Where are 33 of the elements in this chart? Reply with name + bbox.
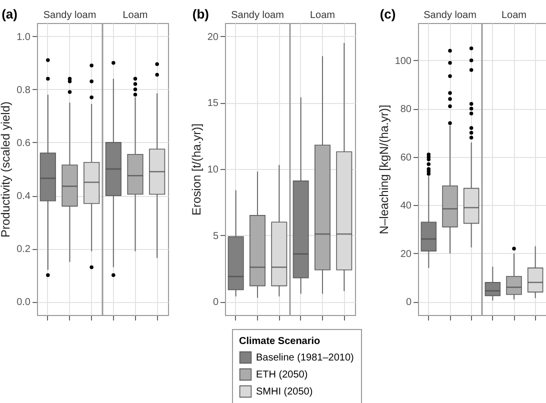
y-tick-label: 15 bbox=[207, 98, 219, 110]
y-tick-label: 0 bbox=[406, 297, 412, 308]
chart-title: (a) bbox=[2, 6, 18, 22]
legend-title: Climate Scenario bbox=[239, 336, 320, 347]
legend-label: Baseline (1981–2010) bbox=[256, 352, 354, 364]
text: Sandy loam bbox=[43, 10, 96, 21]
y-tick-label: 0.0 bbox=[16, 297, 31, 308]
text: Loam bbox=[122, 10, 148, 21]
y-axis-title: Erosion [t/(ha.yr)] bbox=[189, 123, 204, 216]
y-tick-label: 0.8 bbox=[16, 84, 31, 96]
y-tick-label: 40 bbox=[400, 200, 412, 212]
y-tick-label: 60 bbox=[400, 152, 412, 164]
y-axis-title: Productivity (scaled yield) bbox=[0, 101, 13, 238]
y-tick-label: 0 bbox=[212, 297, 219, 308]
y-tick-label: 100 bbox=[394, 56, 412, 67]
legend-label: SMHI (2050) bbox=[256, 386, 313, 398]
y-tick-label: 10 bbox=[207, 164, 219, 176]
y-tick-label: 5 bbox=[212, 230, 219, 242]
chart-title: (b) bbox=[192, 6, 209, 22]
y-tick-label: 80 bbox=[400, 104, 412, 116]
y-tick-label: 20 bbox=[207, 32, 219, 43]
y-tick-label: 0.2 bbox=[16, 244, 31, 256]
legend-label: ETH (2050) bbox=[256, 370, 308, 380]
chart-title: (c) bbox=[380, 6, 396, 22]
text: Sandy loam bbox=[231, 10, 284, 21]
text: Loam bbox=[310, 10, 336, 21]
y-tick-label: 20 bbox=[400, 248, 412, 260]
text: Sandy loam bbox=[424, 10, 476, 21]
y-axis-title: N–leaching [kgN/(ha.yr)] bbox=[376, 104, 391, 234]
y-tick-label: 0.6 bbox=[16, 138, 31, 149]
y-tick-label: 1.0 bbox=[16, 32, 31, 43]
text: Loam bbox=[501, 10, 527, 21]
y-tick-label: 0.4 bbox=[16, 191, 31, 202]
